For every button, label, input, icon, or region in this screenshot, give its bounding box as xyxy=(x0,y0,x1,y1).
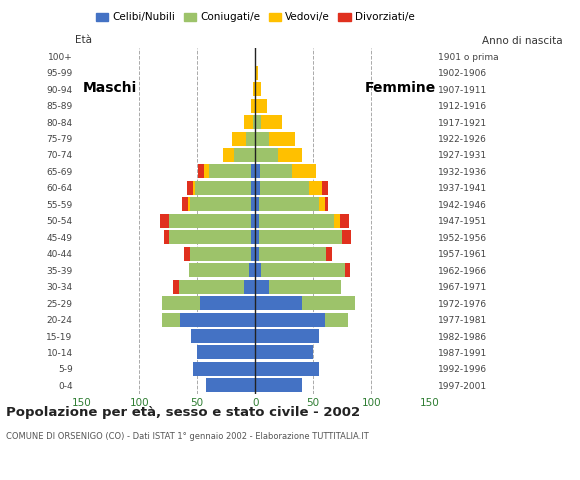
Bar xyxy=(251,98,255,113)
Bar xyxy=(255,312,325,326)
Bar xyxy=(255,329,319,343)
Text: Femmine: Femmine xyxy=(365,81,436,95)
Bar xyxy=(278,148,302,162)
Bar xyxy=(260,181,309,195)
Bar xyxy=(255,214,259,228)
Bar xyxy=(198,165,204,179)
Bar xyxy=(255,230,259,244)
Bar xyxy=(325,312,348,326)
Bar xyxy=(269,280,341,294)
Legend: Celibi/Nubili, Coniugati/e, Vedovi/e, Divorziati/e: Celibi/Nubili, Coniugati/e, Vedovi/e, Di… xyxy=(92,8,419,26)
Bar xyxy=(342,230,351,244)
Bar xyxy=(190,197,251,211)
Bar xyxy=(334,214,340,228)
Bar xyxy=(269,132,295,145)
Bar xyxy=(234,148,255,162)
Bar xyxy=(246,132,255,145)
Bar xyxy=(255,98,267,113)
Bar xyxy=(195,181,251,195)
Bar xyxy=(164,230,169,244)
Bar xyxy=(340,214,349,228)
Bar xyxy=(162,312,180,326)
Bar xyxy=(255,346,313,360)
Bar xyxy=(253,82,255,96)
Bar xyxy=(322,181,328,195)
Bar xyxy=(251,181,255,195)
Bar xyxy=(184,247,190,261)
Bar xyxy=(182,197,188,211)
Bar xyxy=(191,329,255,343)
Bar xyxy=(251,165,255,179)
Text: Età: Età xyxy=(75,35,92,45)
Bar xyxy=(255,132,269,145)
Bar xyxy=(255,82,261,96)
Bar xyxy=(169,214,251,228)
Bar xyxy=(190,247,251,261)
Bar xyxy=(261,115,282,129)
Bar xyxy=(253,115,255,129)
Text: Anno di nascita: Anno di nascita xyxy=(482,36,563,46)
Bar xyxy=(255,362,319,376)
Bar xyxy=(244,280,255,294)
Bar xyxy=(223,148,234,162)
Bar xyxy=(345,263,350,277)
Bar xyxy=(259,247,326,261)
Bar xyxy=(326,247,332,261)
Bar xyxy=(255,263,261,277)
Bar xyxy=(251,214,255,228)
Text: Maschi: Maschi xyxy=(83,81,137,95)
Bar xyxy=(309,181,322,195)
Bar xyxy=(261,263,345,277)
Bar xyxy=(193,181,195,195)
Bar xyxy=(259,214,334,228)
Bar xyxy=(249,263,255,277)
Bar xyxy=(197,346,255,360)
Bar xyxy=(302,296,355,310)
Text: Popolazione per età, sesso e stato civile - 2002: Popolazione per età, sesso e stato civil… xyxy=(6,406,360,419)
Bar xyxy=(255,296,302,310)
Bar xyxy=(200,296,255,310)
Bar xyxy=(187,181,193,195)
Text: COMUNE DI ORSENIGO (CO) - Dati ISTAT 1° gennaio 2002 - Elaborazione TUTTITALIA.I: COMUNE DI ORSENIGO (CO) - Dati ISTAT 1° … xyxy=(6,432,368,441)
Bar xyxy=(325,197,328,211)
Bar xyxy=(209,165,251,179)
Bar xyxy=(292,165,316,179)
Bar xyxy=(180,312,255,326)
Bar xyxy=(189,263,249,277)
Bar xyxy=(319,197,325,211)
Bar xyxy=(160,214,169,228)
Bar xyxy=(162,296,200,310)
Bar xyxy=(179,280,244,294)
Bar xyxy=(188,197,190,211)
Bar xyxy=(193,362,255,376)
Bar xyxy=(255,197,259,211)
Bar xyxy=(255,115,261,129)
Bar xyxy=(251,230,255,244)
Bar xyxy=(255,148,278,162)
Bar xyxy=(260,165,292,179)
Bar xyxy=(251,197,255,211)
Bar xyxy=(255,66,258,80)
Bar xyxy=(259,197,319,211)
Bar xyxy=(255,165,260,179)
Bar xyxy=(169,230,251,244)
Bar xyxy=(259,230,342,244)
Bar xyxy=(204,165,209,179)
Bar xyxy=(255,181,260,195)
Bar xyxy=(255,280,269,294)
Bar xyxy=(244,115,253,129)
Bar xyxy=(251,247,255,261)
Bar xyxy=(255,378,302,392)
Bar xyxy=(255,247,259,261)
Bar xyxy=(232,132,246,145)
Bar xyxy=(173,280,179,294)
Bar xyxy=(206,378,255,392)
